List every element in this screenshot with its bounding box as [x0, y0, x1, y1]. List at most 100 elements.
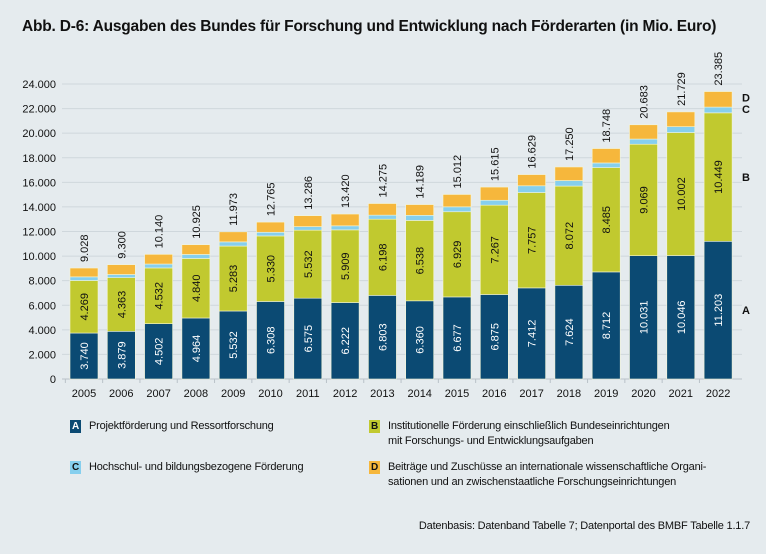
- legend-label-b: Institutionelle Förderung einschließlich…: [388, 420, 670, 447]
- bar-total-label: 18.748: [601, 109, 613, 143]
- x-tick-label: 2006: [109, 388, 133, 400]
- bar-segment-b: [218, 245, 248, 312]
- y-tick-label: 24.000: [22, 79, 56, 91]
- series-letter-label-c: C: [742, 104, 750, 116]
- bar-value-label-a: 3.879: [116, 341, 128, 369]
- bar-segment-d: [218, 231, 248, 243]
- x-tick-label: 2018: [557, 388, 581, 400]
- bar-segment-d: [442, 194, 472, 208]
- bar-value-label-a: 6.360: [415, 326, 427, 354]
- bar-total-label: 21.729: [676, 72, 688, 106]
- bar-total-label: 13.286: [303, 176, 315, 210]
- bar-segment-c: [181, 254, 211, 259]
- series-letter-label-d: D: [742, 92, 750, 104]
- bar-segment-c: [218, 241, 248, 247]
- bar-segment-a: [479, 294, 509, 380]
- y-tick-label: 2.000: [28, 349, 56, 361]
- bar-segment-d: [703, 91, 733, 108]
- bar-value-label-b: 6.538: [415, 247, 427, 275]
- y-tick-label: 12.000: [22, 227, 56, 239]
- y-tick-label: 0: [50, 374, 56, 386]
- bar-value-label-a: 3.740: [79, 342, 91, 370]
- bar-value-label-a: 6.803: [377, 323, 389, 351]
- bar-segment-a: [330, 302, 360, 380]
- bar-value-label-a: 4.964: [191, 335, 203, 363]
- legend-label-c: Hochschul- und bildungsbezogene Förderun…: [89, 461, 304, 473]
- stacked-bar-chart: 0 2.000 4.000 6.000 8.000 10.000 12.000 14.000 1…: [22, 52, 750, 400]
- x-tick-label: 2015: [445, 388, 469, 400]
- legend-swatch-d: D: [369, 461, 380, 474]
- x-tick-label: 2020: [631, 388, 655, 400]
- bar-segment-d: [144, 254, 173, 265]
- bar-value-label-a: 7.412: [527, 320, 539, 348]
- bar-segment-c: [554, 180, 584, 187]
- x-tick-label: 2011: [296, 388, 320, 400]
- bar-segment-b: [666, 132, 696, 256]
- bar-segment-c: [479, 199, 509, 206]
- x-tick-label: 2022: [706, 388, 730, 400]
- bar-segment-b: [144, 267, 173, 324]
- bar-segment-d: [666, 111, 696, 127]
- bar-total-label: 16.629: [527, 135, 539, 169]
- y-tick-label: 14.000: [22, 202, 56, 214]
- series-letter-label-b: B: [742, 172, 750, 184]
- bar-segment-d: [517, 174, 546, 187]
- x-tick-label: 2010: [258, 388, 282, 400]
- bar-value-label-b: 10.002: [676, 177, 688, 211]
- bar-segment-a: [591, 271, 621, 380]
- bar-segment-c: [405, 214, 435, 221]
- bar-segment-c: [666, 126, 696, 133]
- bar-segment-d: [554, 166, 584, 181]
- bar-segment-b: [181, 258, 211, 319]
- bar-segment-d: [293, 215, 323, 227]
- x-tick-label: 2016: [482, 388, 506, 400]
- bar-segment-d: [591, 148, 621, 164]
- bar-value-label-a: 6.222: [340, 327, 352, 355]
- bar-segment-c: [256, 231, 285, 237]
- bar-segment-d: [256, 221, 285, 233]
- y-tick-label: 6.000: [28, 300, 56, 312]
- x-tick-label: 2005: [72, 388, 96, 400]
- bar-total-label: 10.140: [154, 215, 166, 249]
- bar-value-label-a: 8.712: [601, 312, 613, 340]
- y-tick-label: 20.000: [22, 128, 56, 140]
- y-tick-label: 18.000: [22, 153, 56, 165]
- bar-total-label: 15.012: [452, 155, 464, 189]
- x-tick-label: 2007: [146, 388, 170, 400]
- bar-value-label-b: 10.449: [713, 160, 725, 194]
- bar-total-label: 14.189: [415, 165, 427, 199]
- bar-segment-b: [479, 204, 509, 295]
- bar-value-label-b: 6.929: [452, 241, 464, 269]
- bar-segment-c: [591, 162, 621, 168]
- bar-segment-b: [703, 112, 733, 242]
- bar-value-label-a: 10.046: [676, 300, 688, 334]
- bar-segment-d: [368, 203, 397, 216]
- bar-value-label-b: 7.757: [527, 226, 539, 254]
- bar-segment-a: [218, 310, 248, 380]
- bar-total-label: 15.615: [489, 147, 501, 181]
- chart-title: Abb. D-6: Ausgaben des Bundes für Forsch…: [22, 18, 717, 35]
- bar-value-label-b: 5.909: [340, 252, 352, 280]
- legend-swatch-a: A: [70, 420, 81, 433]
- bar-segment-a: [256, 301, 285, 380]
- bar-segment-b: [293, 229, 323, 299]
- bar-value-label-a: 6.875: [489, 323, 501, 351]
- bar-segment-c: [330, 225, 360, 231]
- bar-segment-c: [442, 206, 472, 213]
- bar-segment-d: [69, 267, 99, 278]
- bar-total-label: 10.925: [191, 205, 203, 239]
- bar-segment-b: [517, 192, 546, 289]
- bar-total-label: 13.420: [340, 174, 352, 208]
- bar-segment-c: [517, 185, 546, 193]
- legend-label-a: Projektförderung und Ressortforschung: [89, 420, 274, 432]
- bar-segment-b: [629, 143, 658, 257]
- bar-value-label-b: 4.363: [116, 291, 128, 319]
- y-tick-label: 16.000: [22, 177, 56, 189]
- bar-value-label-b: 7.267: [489, 236, 501, 264]
- bar-segment-a: [368, 295, 397, 380]
- bar-segment-a: [554, 284, 584, 380]
- y-tick-label: 8.000: [28, 276, 56, 288]
- bar-segment-d: [330, 213, 360, 227]
- bar-segment-c: [107, 274, 136, 278]
- bar-segment-a: [107, 331, 136, 380]
